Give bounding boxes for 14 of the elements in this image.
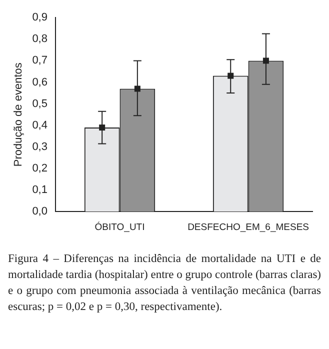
y-tick-label: 0,4 [32, 119, 48, 132]
y-tick-label: 0,8 [32, 33, 48, 46]
y-tick-label: 0,1 [32, 184, 48, 196]
text: Figura 4 – Diferenças na incidência de mortalidade na UTI e de mortalidade tardia (hospitalar) entre o grupo controle (barras claras) e o grupo com pneumonia associada à ventilação mecânica (barras escuras; p = 0,02 e p = 0,30, respectivamente). [8, 252, 321, 315]
y-tick-label: 0,2 [32, 162, 48, 175]
y-tick-label: 0,0 [32, 206, 48, 218]
y-tick-label: 0,7 [32, 54, 48, 67]
x-tick-label: DESFECHO_EM_6_MESES [188, 222, 310, 233]
x-tick-label: ÓBITO_UTI [94, 220, 145, 233]
y-axis-title: Produção de eventos [12, 62, 25, 167]
y-tick-label: 0,3 [32, 140, 48, 153]
y-tick-label: 0,6 [32, 76, 48, 88]
y-tick-label: 0,9 [32, 12, 48, 24]
y-tick-label: 0,5 [32, 98, 48, 110]
